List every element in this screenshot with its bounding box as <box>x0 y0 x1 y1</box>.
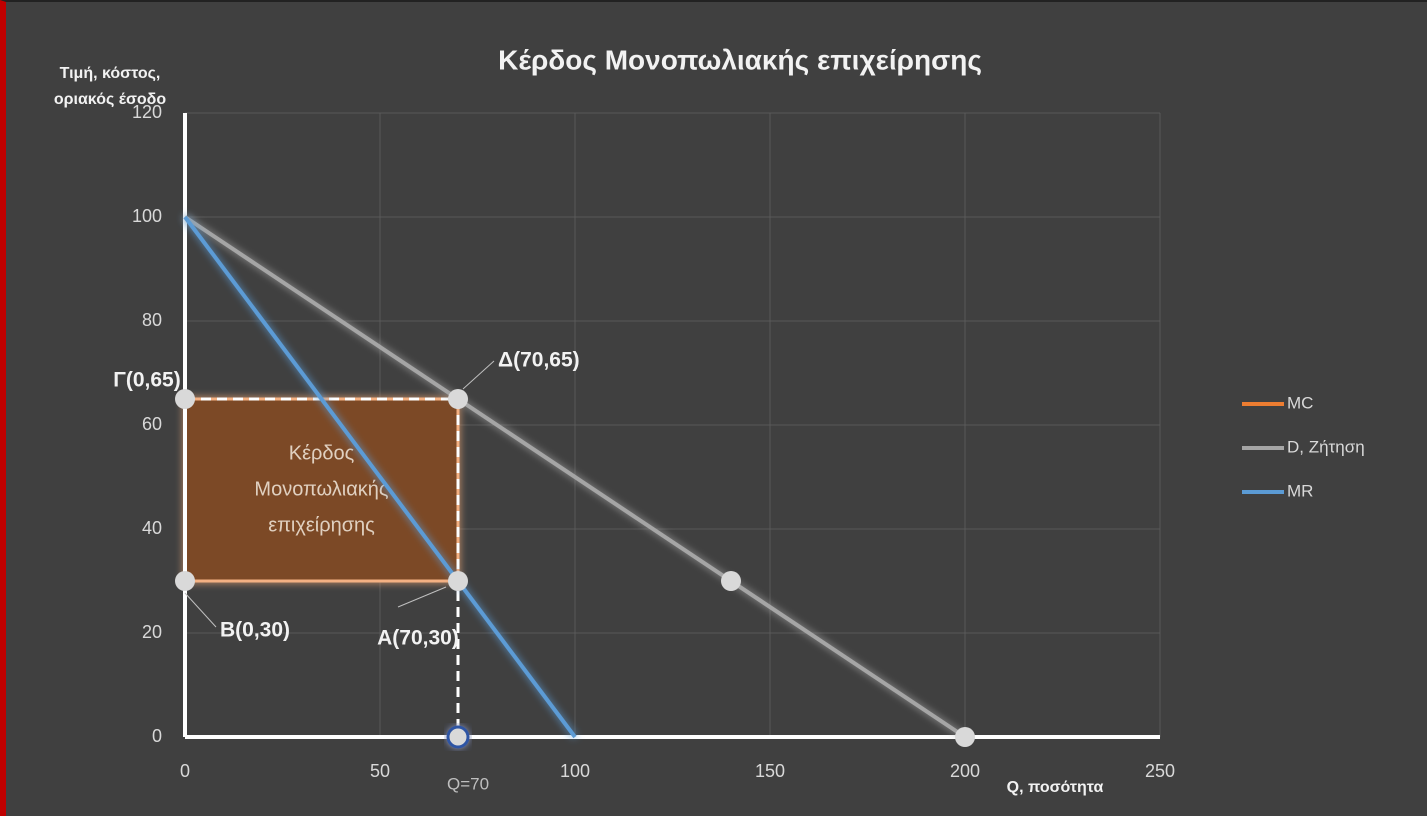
y-tick-label: 60 <box>142 414 162 434</box>
x-tick-label: 0 <box>180 761 190 781</box>
legend-label: MR <box>1287 481 1313 500</box>
x-tick-label: 250 <box>1145 761 1175 781</box>
point-marker <box>448 571 468 591</box>
leader-line <box>184 592 217 628</box>
legend-label: MC <box>1287 393 1313 412</box>
y-tick-label: 0 <box>152 726 162 746</box>
point-label: A(70,30) <box>377 627 459 650</box>
legend-label: D, Ζήτηση <box>1287 437 1365 456</box>
x-tick-label: 200 <box>950 761 980 781</box>
y-tick-label: 120 <box>132 102 162 122</box>
point-marker <box>446 725 470 749</box>
region-label: Μονοπωλιακής <box>254 478 389 500</box>
point-marker <box>448 389 468 409</box>
chart-title: Κέρδος Μονοπωλιακής επιχείρησης <box>498 44 982 75</box>
point-label: B(0,30) <box>220 619 290 642</box>
point-marker <box>175 389 195 409</box>
region-label: Κέρδος <box>289 442 355 464</box>
point-marker <box>721 571 741 591</box>
y-tick-label: 40 <box>142 518 162 538</box>
point-marker <box>955 727 975 747</box>
x-tick-label: 150 <box>755 761 785 781</box>
point-label: Q=70 <box>447 774 489 793</box>
y-tick-label: 20 <box>142 622 162 642</box>
x-tick-label: 100 <box>560 761 590 781</box>
y-axis-title: οριακός έσοδο <box>54 91 167 108</box>
leader-line <box>462 360 495 390</box>
series-line <box>183 215 967 739</box>
region-label: επιχείρησης <box>268 514 375 536</box>
point-label: Δ(70,65) <box>498 349 580 372</box>
y-tick-label: 80 <box>142 310 162 330</box>
series-line <box>183 215 577 739</box>
profit-region <box>183 397 460 583</box>
point-marker <box>175 571 195 591</box>
x-axis-title: Q, ποσότητα <box>1007 779 1104 796</box>
x-tick-label: 50 <box>370 761 390 781</box>
point-label: Γ(0,65) <box>113 369 180 392</box>
y-axis-title: Τιμή, κόστος, <box>60 65 161 82</box>
leader-line <box>397 586 447 608</box>
y-tick-label: 100 <box>132 206 162 226</box>
